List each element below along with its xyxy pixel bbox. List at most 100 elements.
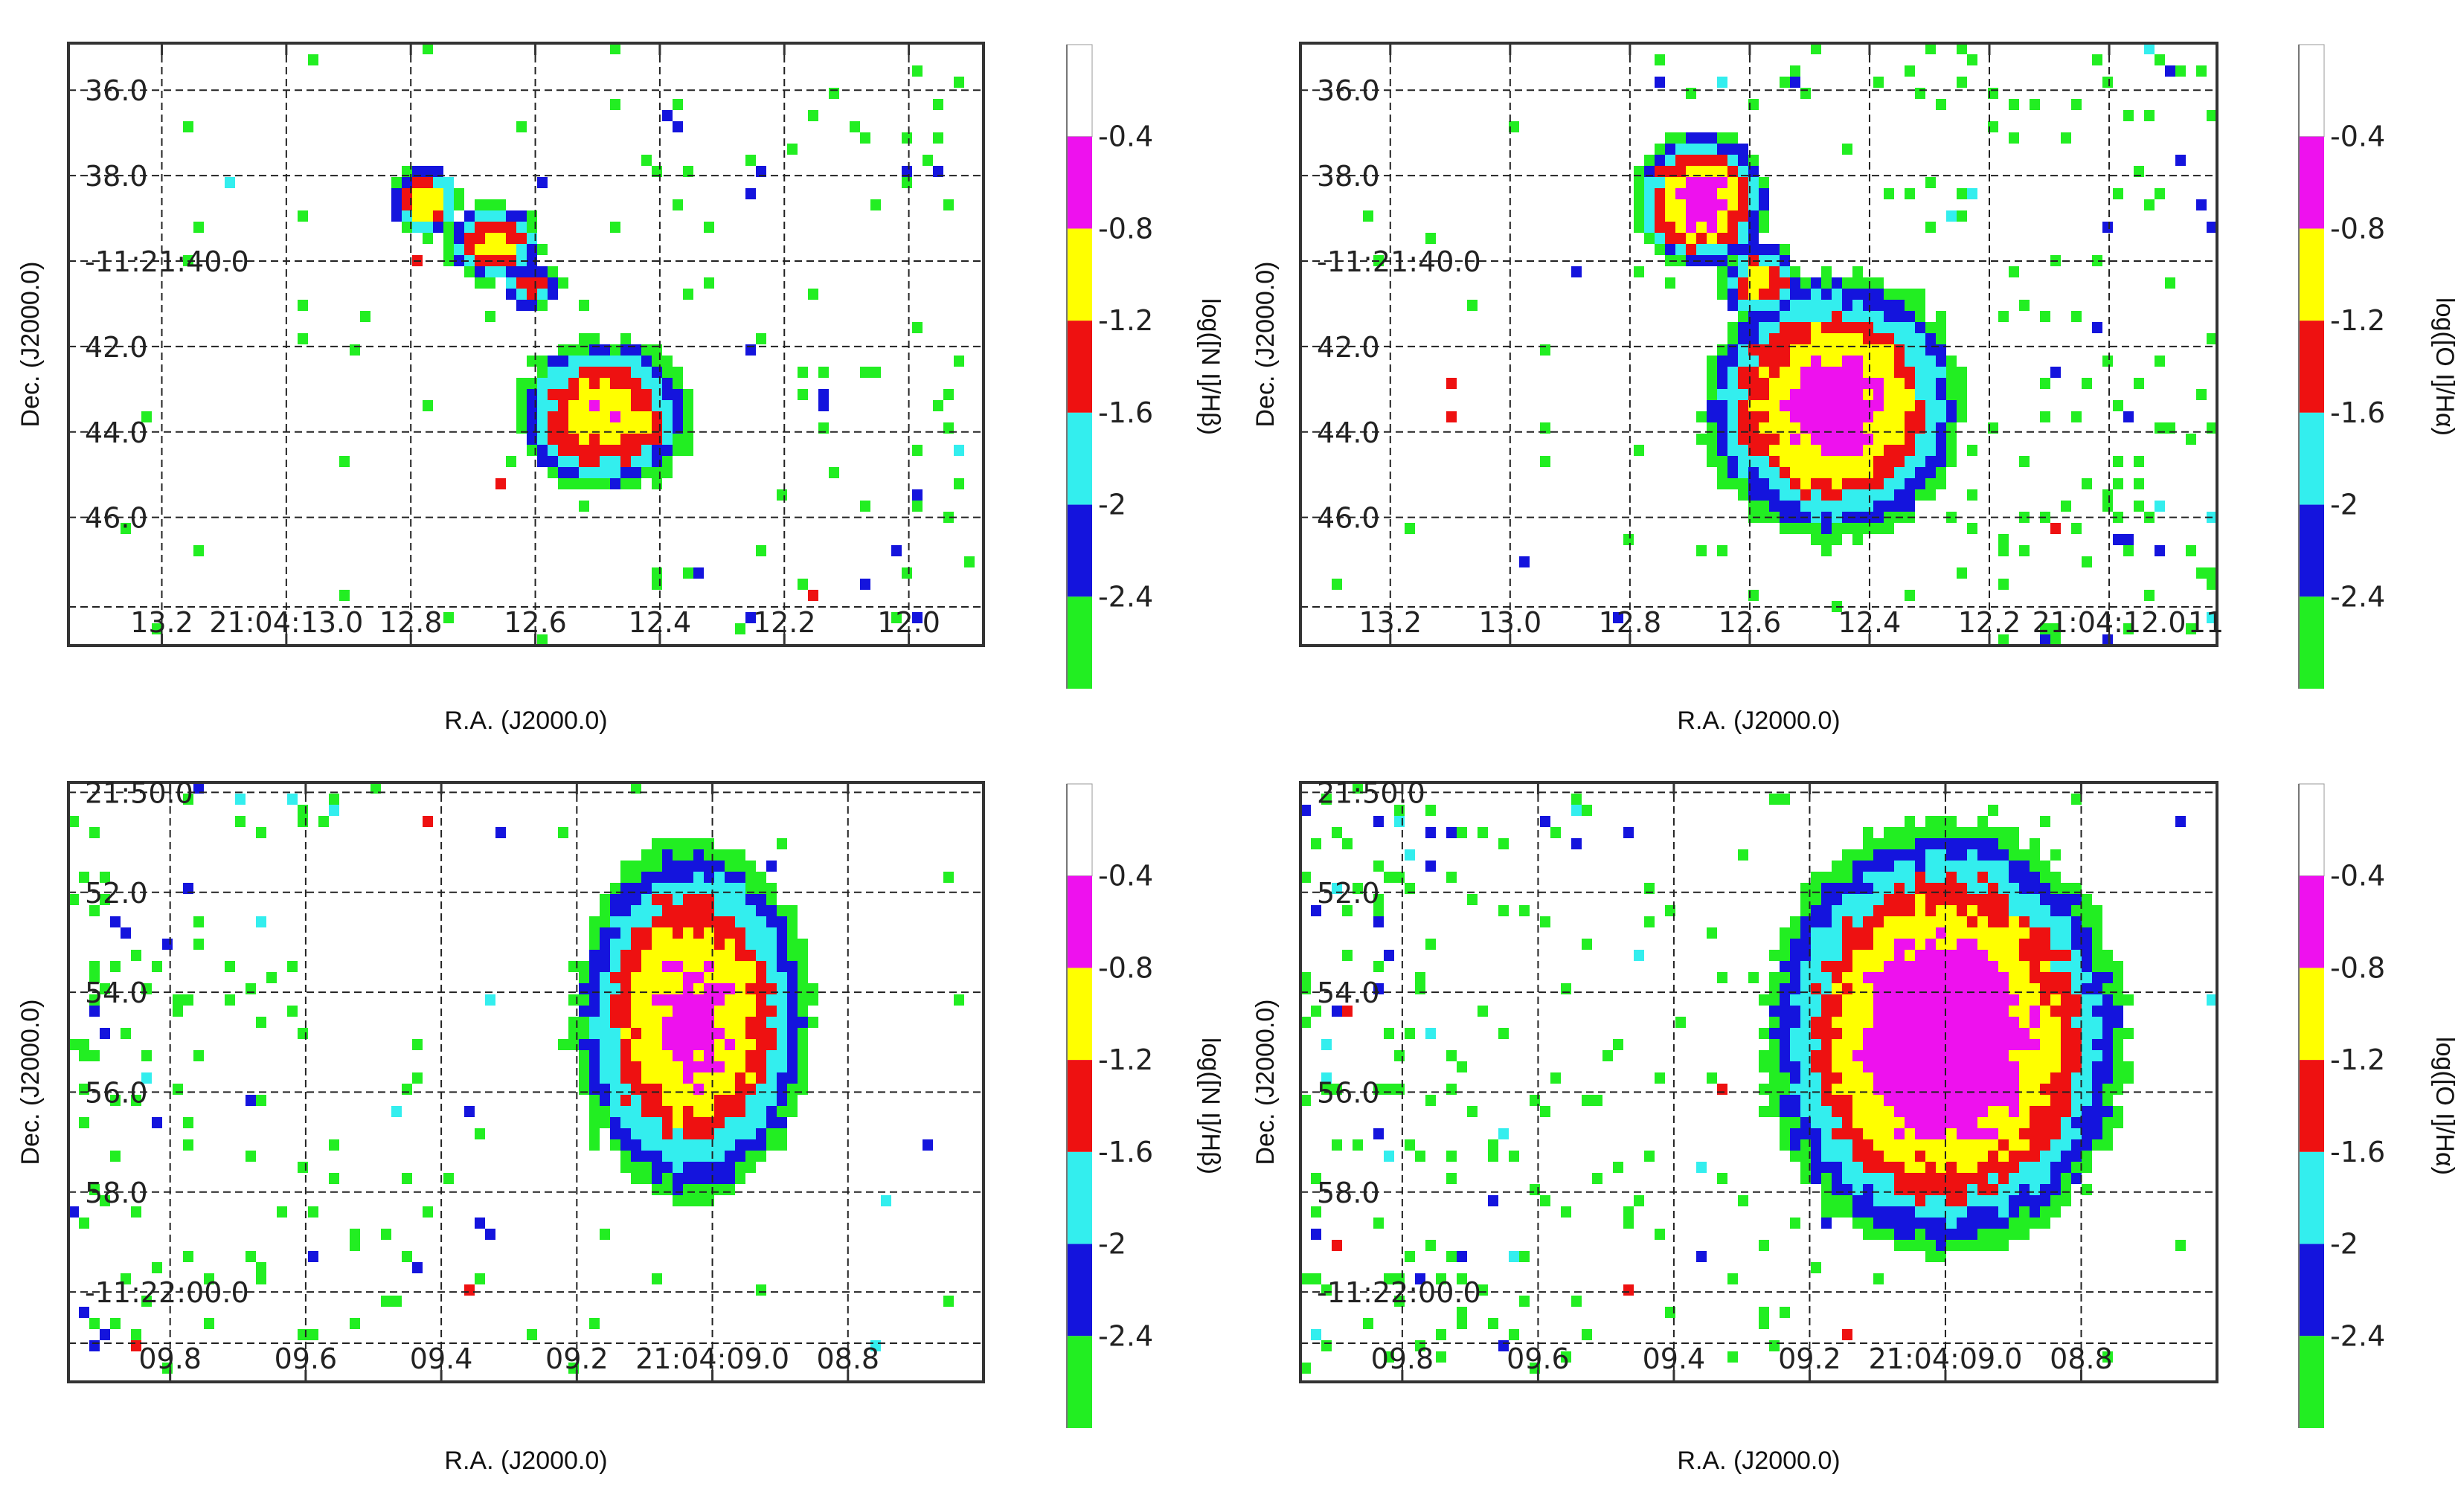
map-pixel xyxy=(693,1151,704,1162)
map-pixel xyxy=(1519,556,1530,567)
map-pixel xyxy=(121,1273,131,1284)
map-pixel xyxy=(2123,110,2134,121)
map-pixel xyxy=(808,994,818,1006)
map-pixel xyxy=(1321,794,1332,805)
map-pixel xyxy=(652,849,662,861)
map-pixel xyxy=(1800,333,1811,344)
map-pixel xyxy=(1925,1072,1936,1084)
map-pixel xyxy=(683,166,693,177)
map-pixel xyxy=(662,434,673,445)
map-pixel xyxy=(1665,166,1675,177)
map-pixel xyxy=(2061,905,2071,916)
map-pixel xyxy=(2050,1039,2061,1050)
map-pixel xyxy=(745,1162,756,1173)
map-pixel xyxy=(1957,367,1967,378)
map-pixel xyxy=(620,467,631,478)
panel-bottom-left: 09.8 09.6 09.4 09.2 21:04:09.0 08.821:50.052.… xyxy=(16,776,1225,1475)
map-pixel xyxy=(1790,266,1800,277)
colorbar-tick-label: -1.6 xyxy=(1098,396,1153,429)
map-pixel xyxy=(652,961,662,972)
map-pixel xyxy=(714,1084,725,1095)
map-pixel xyxy=(1863,1017,1873,1028)
map-pixel xyxy=(1769,1039,1780,1050)
map-pixel xyxy=(2030,1084,2040,1095)
map-pixel xyxy=(412,177,423,188)
map-pixel xyxy=(1946,1117,1957,1128)
map-pixel xyxy=(402,1251,412,1262)
map-pixel xyxy=(1832,289,1842,300)
map-pixel xyxy=(1811,478,1821,489)
map-pixel xyxy=(1988,994,1998,1006)
map-pixel xyxy=(506,277,516,289)
map-pixel xyxy=(1738,144,1748,155)
map-pixel xyxy=(735,1162,745,1173)
map-pixel xyxy=(423,199,433,210)
map-pixel xyxy=(600,1039,610,1050)
map-pixel xyxy=(662,905,673,916)
map-pixel xyxy=(1707,389,1717,400)
map-pixel xyxy=(1748,233,1759,244)
plot-frame xyxy=(1299,781,2218,1383)
map-pixel xyxy=(1509,121,1519,132)
map-pixel xyxy=(2019,950,2030,961)
map-pixel xyxy=(1842,1072,1852,1084)
map-pixel xyxy=(662,1072,673,1084)
map-pixel xyxy=(1967,489,1977,501)
map-pixel xyxy=(1644,199,1655,210)
map-pixel xyxy=(1540,422,1550,434)
map-pixel xyxy=(2050,1173,2061,1184)
map-pixel xyxy=(1905,1184,1915,1195)
map-pixel xyxy=(683,1006,693,1017)
map-pixel xyxy=(464,244,475,255)
map-pixel xyxy=(183,883,193,894)
map-pixel xyxy=(1925,1050,1936,1061)
map-pixel xyxy=(756,1039,766,1050)
map-pixel xyxy=(1842,478,1852,489)
map-pixel xyxy=(631,1173,641,1184)
colorbar-label: log([O I]/Hα) xyxy=(2431,297,2459,436)
map-pixel xyxy=(912,322,923,333)
map-pixel xyxy=(777,1006,787,1017)
map-pixel xyxy=(1644,1151,1655,1162)
map-pixel xyxy=(2113,1017,2123,1028)
map-pixel xyxy=(620,1106,631,1117)
map-pixel xyxy=(2092,994,2102,1006)
colorbar-segment xyxy=(2298,44,2325,138)
map-pixel xyxy=(1884,478,1894,489)
map-pixel xyxy=(1863,950,1873,961)
map-pixel xyxy=(662,367,673,378)
map-pixel xyxy=(1852,1028,1863,1039)
map-pixel xyxy=(1488,1318,1498,1329)
map-pixel xyxy=(652,456,662,467)
map-pixel xyxy=(589,961,600,972)
map-pixel xyxy=(1738,356,1748,367)
map-pixel xyxy=(1738,322,1748,333)
map-pixel xyxy=(1832,523,1842,534)
x-tick-label: 08.8 xyxy=(2050,1342,2113,1375)
map-pixel xyxy=(2082,916,2092,927)
map-pixel xyxy=(662,972,673,983)
map-pixel xyxy=(1905,478,1915,489)
map-pixel xyxy=(652,1050,662,1061)
map-pixel xyxy=(631,782,641,794)
map-pixel xyxy=(1852,905,1863,916)
map-pixel xyxy=(1957,389,1967,400)
map-pixel xyxy=(1998,1050,2009,1061)
map-pixel xyxy=(1967,1084,1977,1095)
map-pixel xyxy=(1780,378,1790,389)
map-pixel xyxy=(1977,1084,1988,1095)
map-pixel xyxy=(1977,849,1988,861)
map-pixel xyxy=(1800,1106,1811,1117)
map-pixel xyxy=(2061,1195,2071,1206)
map-pixel xyxy=(568,445,579,456)
map-pixel xyxy=(1644,210,1655,222)
map-pixel xyxy=(1988,1061,1998,1072)
map-pixel xyxy=(1821,1084,1832,1095)
map-pixel xyxy=(475,244,485,255)
map-pixel xyxy=(1946,1218,1957,1229)
map-pixel xyxy=(1748,188,1759,199)
map-pixel xyxy=(620,389,631,400)
map-pixel xyxy=(1894,445,1905,456)
map-pixel xyxy=(1936,367,1946,378)
map-pixel xyxy=(954,445,964,456)
